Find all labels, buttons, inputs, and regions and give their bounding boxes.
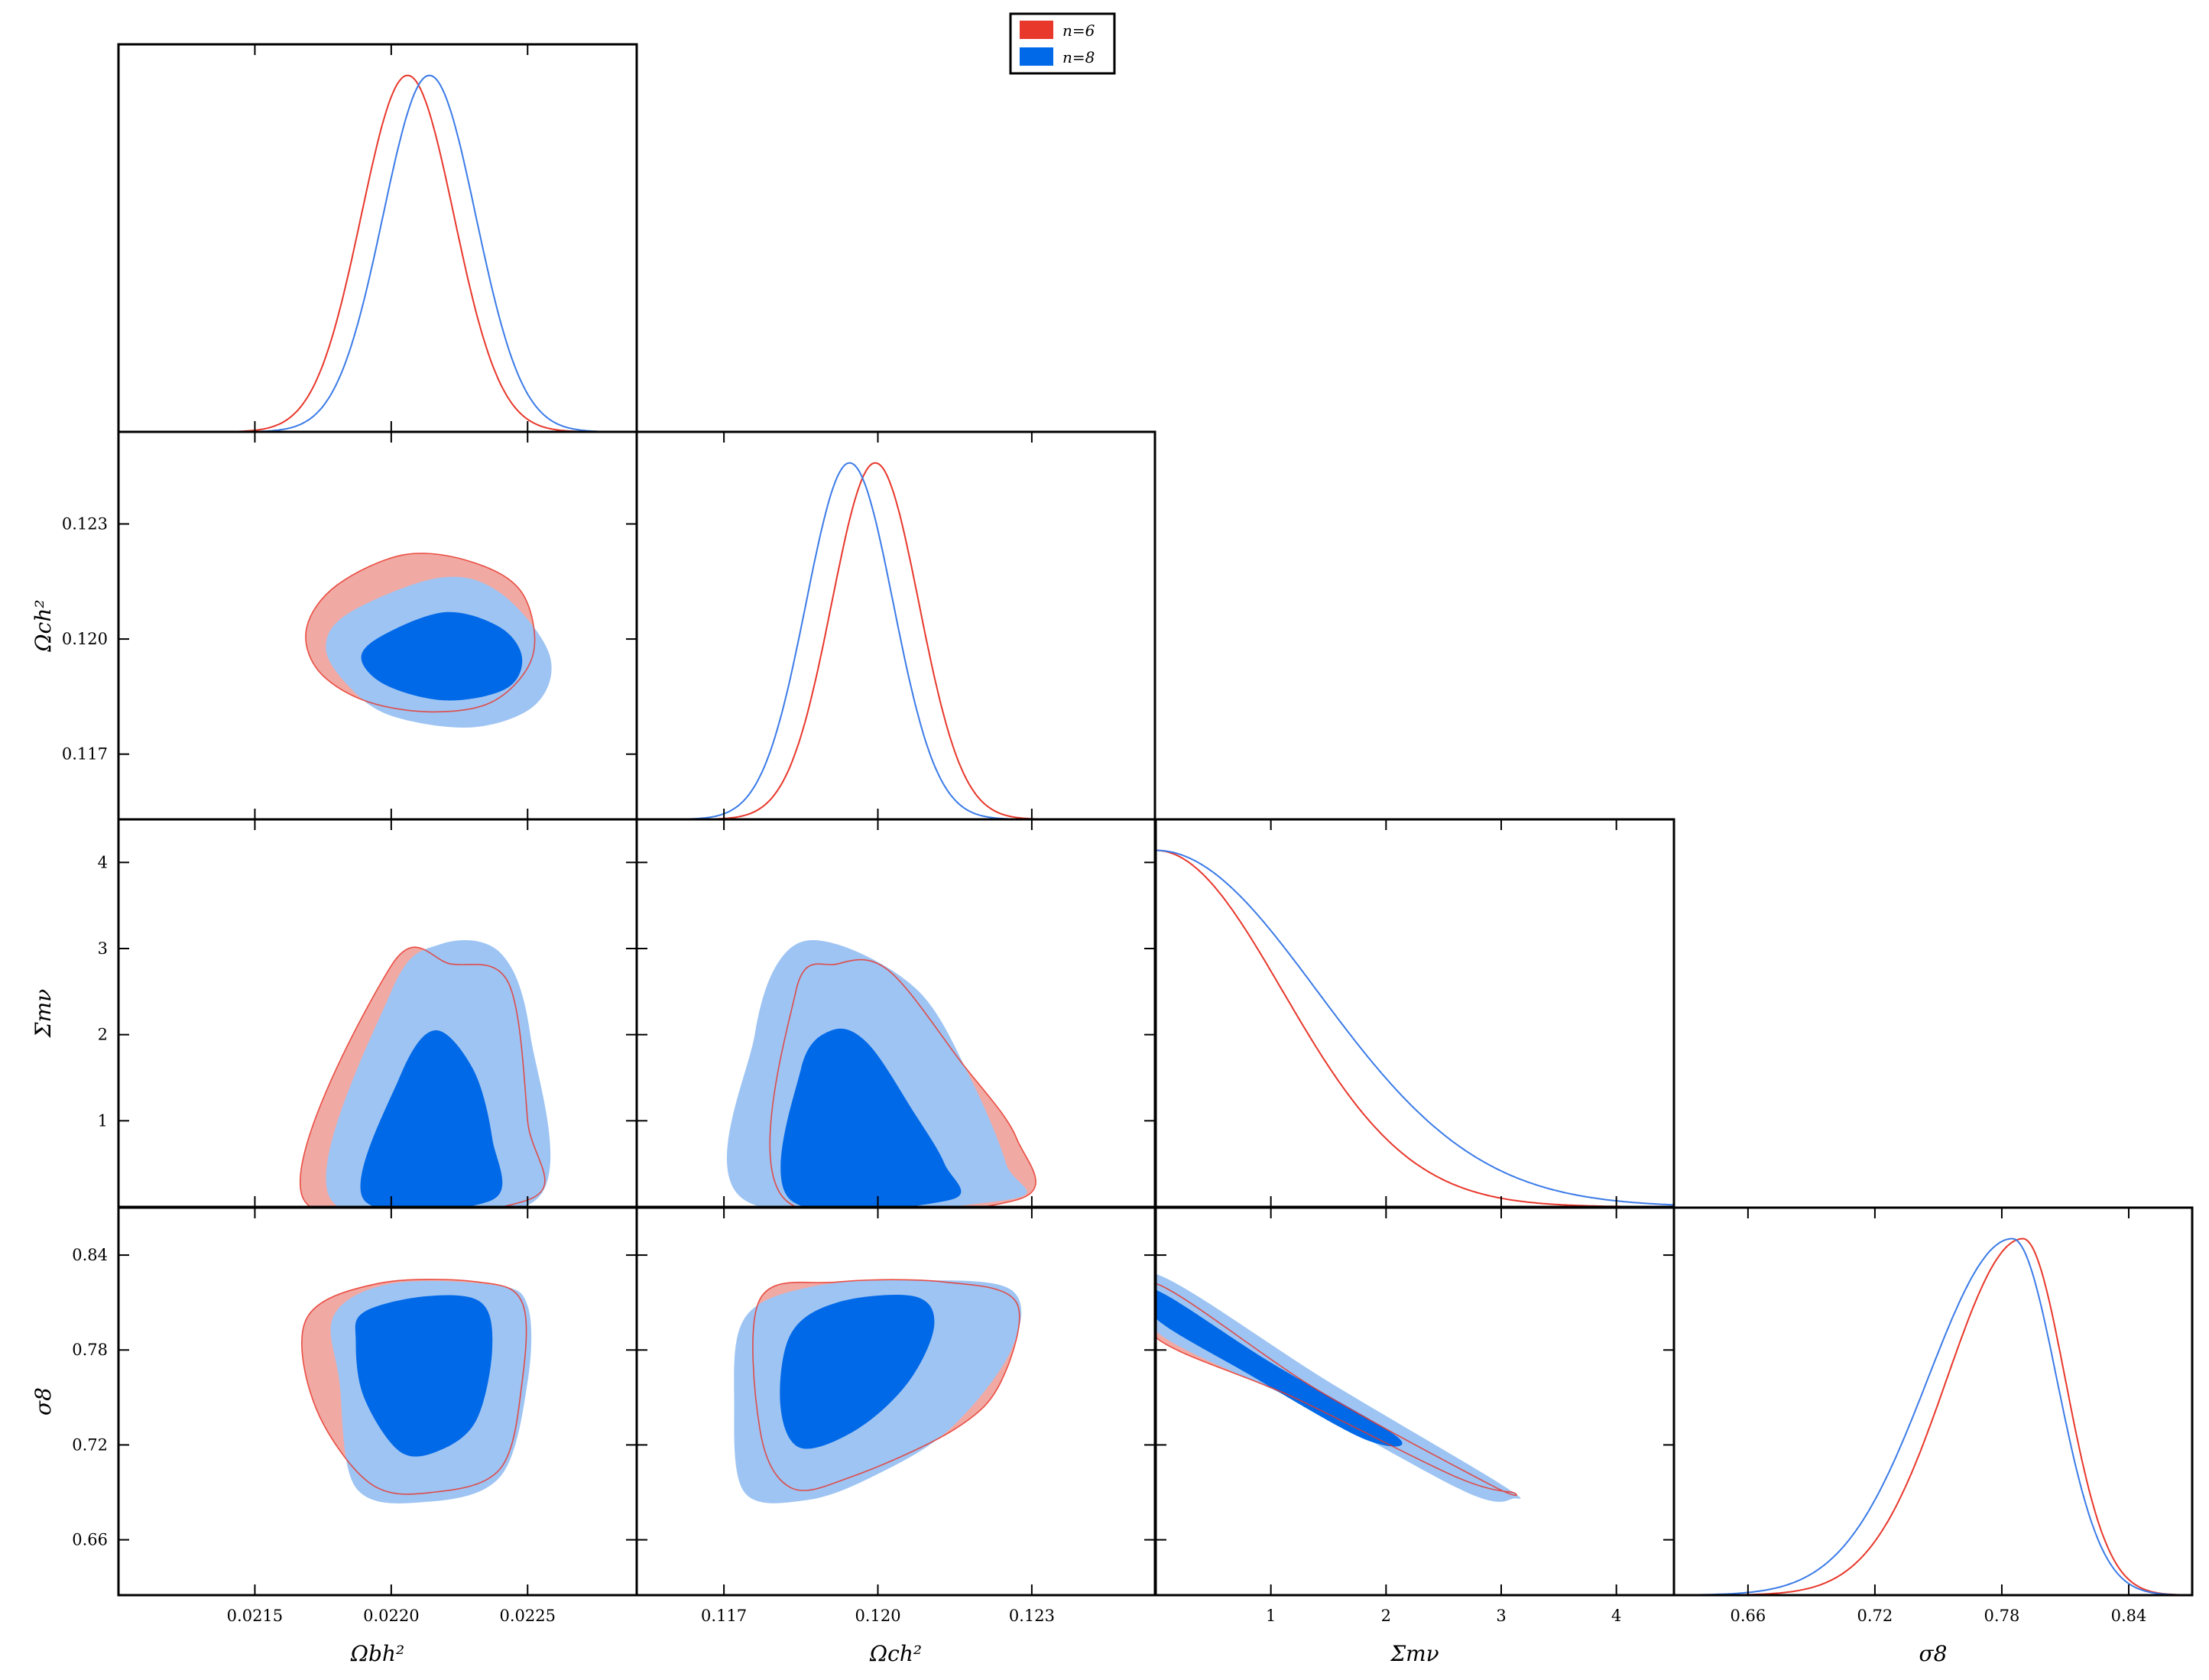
contour-n8-inner — [1156, 1289, 1403, 1447]
marginal-curve-n6 — [118, 74, 637, 432]
panel-frame — [1672, 1206, 2194, 1597]
marginal-curve-n6 — [637, 462, 1155, 819]
y-tick-label-s8: 0.78 — [72, 1341, 108, 1359]
y-axis-label-omc: Ωch² — [31, 599, 56, 652]
y-axis-label-mnu: Σmν — [31, 989, 56, 1038]
x-tick-label-mnu: 4 — [1611, 1607, 1621, 1625]
panel-mnu-vs-s8 — [1156, 1273, 1521, 1502]
x-tick-label-omb: 0.0215 — [227, 1607, 283, 1625]
marginal-curve-n8 — [1674, 1237, 2192, 1595]
panel-omb-vs-mnu — [299, 939, 551, 1207]
panel-omc-vs-s8 — [734, 1279, 1022, 1503]
contour-n6-outline — [1156, 1283, 1517, 1497]
contour-n6-outline — [301, 1278, 527, 1495]
legend: n=6 n=8 — [1009, 12, 1116, 75]
panel-frame — [1154, 1206, 1675, 1597]
contour-n8-inner — [355, 1295, 493, 1457]
contour-n6-outline — [299, 946, 546, 1207]
legend-label-n6: n=6 — [1062, 21, 1095, 40]
y-tick-label-s8: 0.66 — [72, 1531, 108, 1549]
contour-n6-outline — [769, 958, 1036, 1207]
marginal-curve-n8 — [1156, 849, 1674, 1206]
x-tick-label-omc: 0.120 — [855, 1607, 900, 1625]
marginal-mnu — [1156, 849, 1674, 1207]
panels-layer: 0.0215 0.0220 0.0225 Ωbh² 0.117 0.120 0.123 Ωch… — [31, 43, 2194, 1666]
contour-n8-outer — [1156, 1273, 1521, 1502]
legend-swatch-n6 — [1020, 21, 1053, 39]
y-tick-label-omc: 0.123 — [62, 514, 108, 533]
x-axis-label-omb: Ωbh² — [350, 1641, 404, 1666]
legend-swatch-n8 — [1020, 47, 1053, 66]
x-tick-label-omb: 0.0220 — [363, 1607, 419, 1625]
x-axis-label-mnu: Σmν — [1390, 1641, 1439, 1666]
x-tick-label-s8: 0.66 — [1730, 1607, 1766, 1625]
x-axis-label-s8: σ8 — [1919, 1641, 1948, 1666]
contour-n8-inner — [780, 1028, 962, 1207]
marginal-omb — [118, 74, 637, 432]
marginal-curve-n8 — [118, 74, 637, 432]
legend-label-n8: n=8 — [1062, 48, 1095, 66]
y-tick-label-s8: 0.84 — [72, 1246, 108, 1264]
x-tick-label-mnu: 3 — [1496, 1607, 1506, 1625]
panel-frame — [1154, 818, 1675, 1208]
panel-omc-vs-mnu — [727, 940, 1036, 1207]
y-axis-label-s8: σ8 — [31, 1387, 56, 1416]
x-tick-label-s8: 0.78 — [1984, 1607, 2020, 1625]
marginal-curve-n6 — [1156, 849, 1674, 1207]
x-tick-label-omc: 0.123 — [1009, 1607, 1055, 1625]
x-tick-label-s8: 0.72 — [1857, 1607, 1893, 1625]
contour-n8-inner — [361, 611, 523, 701]
contour-n8-inner — [360, 1030, 503, 1207]
y-tick-label-omc: 0.120 — [62, 630, 108, 648]
contour-n6-outline — [305, 553, 536, 713]
x-tick-label-mnu: 2 — [1381, 1607, 1391, 1625]
marginal-omc — [637, 462, 1155, 819]
contour-n8-inner — [780, 1294, 935, 1449]
y-tick-label-mnu: 3 — [98, 939, 108, 958]
panel-frame — [635, 430, 1156, 821]
marginal-curve-n8 — [637, 462, 1155, 819]
x-tick-label-omb: 0.0225 — [500, 1607, 556, 1625]
y-tick-label-mnu: 2 — [98, 1026, 108, 1044]
y-tick-label-s8: 0.72 — [72, 1435, 108, 1454]
panel-omb-vs-omc — [305, 553, 552, 728]
marginal-curve-n6 — [1674, 1237, 2192, 1595]
x-axis-label-omc: Ωch² — [869, 1641, 922, 1666]
y-tick-label-mnu: 4 — [98, 853, 108, 871]
y-tick-label-omc: 0.117 — [62, 745, 108, 764]
x-tick-label-omc: 0.117 — [701, 1607, 747, 1625]
x-tick-label-mnu: 1 — [1266, 1607, 1276, 1625]
marginal-s8 — [1674, 1237, 2192, 1595]
x-tick-label-s8: 0.84 — [2111, 1607, 2147, 1625]
panel-omb-vs-s8 — [301, 1278, 532, 1503]
contour-n6-outline — [752, 1279, 1020, 1491]
y-tick-label-mnu: 1 — [98, 1111, 108, 1130]
